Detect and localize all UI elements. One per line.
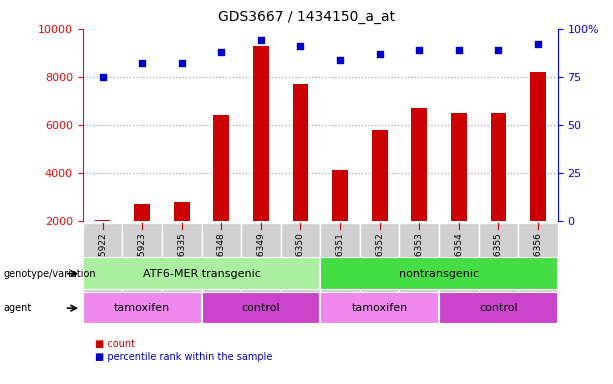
Text: control: control <box>479 303 518 313</box>
Text: genotype/variation: genotype/variation <box>3 268 96 279</box>
Bar <box>490 113 506 221</box>
Bar <box>281 223 321 296</box>
Text: agent: agent <box>3 303 31 313</box>
Bar <box>321 257 558 290</box>
Point <box>256 37 266 43</box>
Text: GSM206353: GSM206353 <box>415 232 424 286</box>
Bar <box>253 46 269 221</box>
Bar <box>400 223 439 296</box>
Bar <box>83 223 123 296</box>
Bar <box>241 223 281 296</box>
Bar <box>213 115 229 221</box>
Text: tamoxifen: tamoxifen <box>351 303 408 313</box>
Text: GSM206348: GSM206348 <box>217 232 226 286</box>
Bar <box>360 223 400 296</box>
Text: GSM206354: GSM206354 <box>454 232 463 286</box>
Point <box>414 47 424 53</box>
Bar <box>202 223 241 296</box>
Point <box>137 60 147 66</box>
Text: GSM205923: GSM205923 <box>138 232 147 286</box>
Bar <box>123 223 162 296</box>
Text: ■ count: ■ count <box>95 339 135 349</box>
Bar <box>134 204 150 221</box>
Point <box>493 47 503 53</box>
Text: GSM206350: GSM206350 <box>296 232 305 286</box>
Text: control: control <box>242 303 280 313</box>
Bar <box>83 292 202 324</box>
Text: ■ percentile rank within the sample: ■ percentile rank within the sample <box>95 352 272 362</box>
Point <box>177 60 186 66</box>
Text: GSM206351: GSM206351 <box>335 232 345 286</box>
Bar <box>371 129 387 221</box>
Text: GSM206355: GSM206355 <box>494 232 503 286</box>
Bar <box>411 108 427 221</box>
Text: GSM206356: GSM206356 <box>533 232 543 286</box>
Text: tamoxifen: tamoxifen <box>114 303 170 313</box>
Bar <box>530 72 546 221</box>
Bar <box>321 223 360 296</box>
Bar <box>94 220 110 221</box>
Text: GSM206349: GSM206349 <box>256 232 265 286</box>
Bar <box>518 223 558 296</box>
Point <box>295 43 305 49</box>
Point <box>335 56 345 63</box>
Bar <box>439 223 479 296</box>
Point <box>375 51 384 57</box>
Point <box>533 41 543 47</box>
Bar <box>162 223 202 296</box>
Bar <box>439 292 558 324</box>
Bar <box>332 170 348 221</box>
Text: GSM206335: GSM206335 <box>177 232 186 286</box>
Text: nontransgenic: nontransgenic <box>399 268 479 279</box>
Bar <box>321 292 439 324</box>
Text: GDS3667 / 1434150_a_at: GDS3667 / 1434150_a_at <box>218 10 395 23</box>
Text: GSM206352: GSM206352 <box>375 232 384 286</box>
Point <box>97 74 107 80</box>
Point <box>216 49 226 55</box>
Point <box>454 47 464 53</box>
Bar <box>83 257 321 290</box>
Bar <box>451 113 466 221</box>
Bar <box>202 292 321 324</box>
Bar <box>174 202 189 221</box>
Text: ATF6-MER transgenic: ATF6-MER transgenic <box>143 268 261 279</box>
Bar <box>292 84 308 221</box>
Text: GSM205922: GSM205922 <box>98 232 107 286</box>
Bar <box>479 223 518 296</box>
